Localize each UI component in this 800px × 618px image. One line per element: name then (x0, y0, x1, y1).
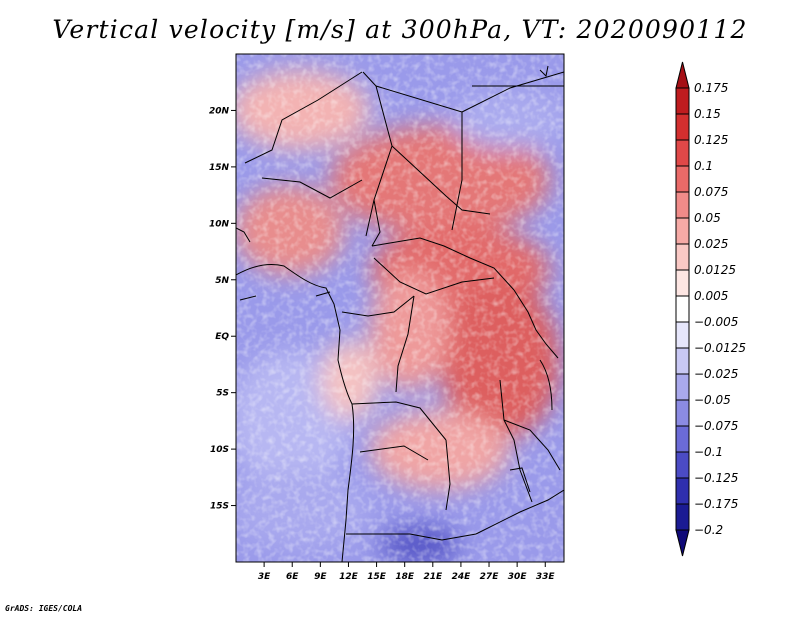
lat-axis: 20N 15N 10N 5N EQ 5S 10S 15S (209, 106, 236, 512)
lat-tick-label: 15N (209, 163, 230, 173)
colorbar-label: 0.1 (694, 159, 713, 173)
colorbar-label: −0.075 (694, 419, 738, 433)
colorbar-swatch (675, 425, 690, 453)
colorbar-swatch (675, 477, 690, 505)
lon-tick-label: 9E (314, 572, 327, 582)
velocity-field (236, 54, 564, 562)
colorbar-swatch (675, 269, 690, 297)
colorbar-label: 0.075 (694, 185, 728, 199)
lon-tick-label: 12E (339, 572, 359, 582)
lon-tick-label: 18E (395, 572, 415, 582)
grads-credit: GrADS: IGES/COLA (5, 604, 83, 613)
colorbar-label: −0.2 (694, 523, 723, 537)
colorbar-swatch (675, 113, 690, 141)
colorbar-swatch (675, 243, 690, 271)
lon-tick-label: 33E (536, 572, 556, 582)
lat-tick-label: 10N (209, 219, 230, 229)
colorbar-label: −0.0125 (694, 341, 746, 355)
map-frame (235, 53, 565, 563)
colorbar-swatch (675, 217, 690, 245)
colorbar-label: −0.125 (694, 471, 738, 485)
colorbar-swatch (675, 295, 690, 323)
colorbar-swatch (675, 191, 690, 219)
colorbar-label: −0.025 (694, 367, 738, 381)
colorbar-label: 0.15 (694, 107, 721, 121)
lon-tick-label: 30E (508, 572, 528, 582)
lat-tick-label: 5N (215, 276, 229, 286)
colorbar-label: −0.1 (694, 445, 723, 459)
colorbar-swatch (675, 399, 690, 427)
lon-tick-label: 21E (423, 572, 443, 582)
colorbar-swatch (675, 165, 690, 193)
colorbar-label: 0.175 (694, 81, 728, 95)
colorbar-label: 0.005 (694, 289, 728, 303)
colorbar-swatch (675, 139, 690, 167)
lon-tick-label: 6E (286, 572, 299, 582)
chart-title: Vertical velocity [m/s] at 300hPa, VT: 2… (52, 15, 748, 44)
lon-tick-label: 3E (258, 572, 271, 582)
colorbar-bottom-arrow (675, 529, 690, 557)
lon-tick-label: 15E (367, 572, 387, 582)
colorbar-swatch (675, 87, 690, 115)
lat-tick-label: 15S (210, 502, 229, 512)
colorbar-swatch (675, 503, 690, 531)
borders (236, 65, 564, 562)
lon-tick-label: 27E (480, 572, 500, 582)
colorbar-label: 0.0125 (694, 263, 736, 277)
colorbar-swatch (675, 321, 690, 349)
colorbar-top-arrow (675, 61, 690, 89)
colorbar: 0.175 0.15 0.125 0.1 0.075 0.05 0.025 0.0125 0.0… (675, 61, 746, 557)
lat-tick-label: 10S (210, 445, 229, 455)
lat-tick-label: EQ (215, 332, 229, 342)
colorbar-label: 0.05 (694, 211, 721, 225)
colorbar-swatch (675, 347, 690, 375)
colorbar-label: −0.175 (694, 497, 738, 511)
lon-axis: 3E 6E 9E 12E 15E 18E 21E 24E 27E 30E 33E (258, 562, 556, 582)
lon-tick-label: 24E (452, 572, 472, 582)
colorbar-label: 0.125 (694, 133, 728, 147)
lat-tick-label: 5S (216, 389, 229, 399)
colorbar-swatch (675, 373, 690, 401)
colorbar-label: 0.025 (694, 237, 728, 251)
colorbar-swatch (675, 451, 690, 479)
colorbar-label: −0.005 (694, 315, 738, 329)
colorbar-label: −0.05 (694, 393, 731, 407)
lat-tick-label: 20N (209, 106, 230, 116)
